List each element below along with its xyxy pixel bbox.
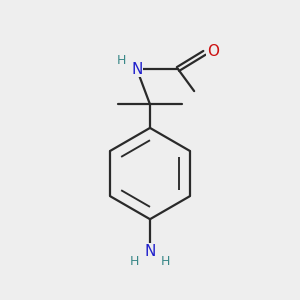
Text: H: H [160,255,170,268]
Text: O: O [207,44,219,59]
Text: H: H [117,54,126,67]
Text: N: N [144,244,156,259]
Text: H: H [130,255,140,268]
Text: N: N [131,61,142,76]
